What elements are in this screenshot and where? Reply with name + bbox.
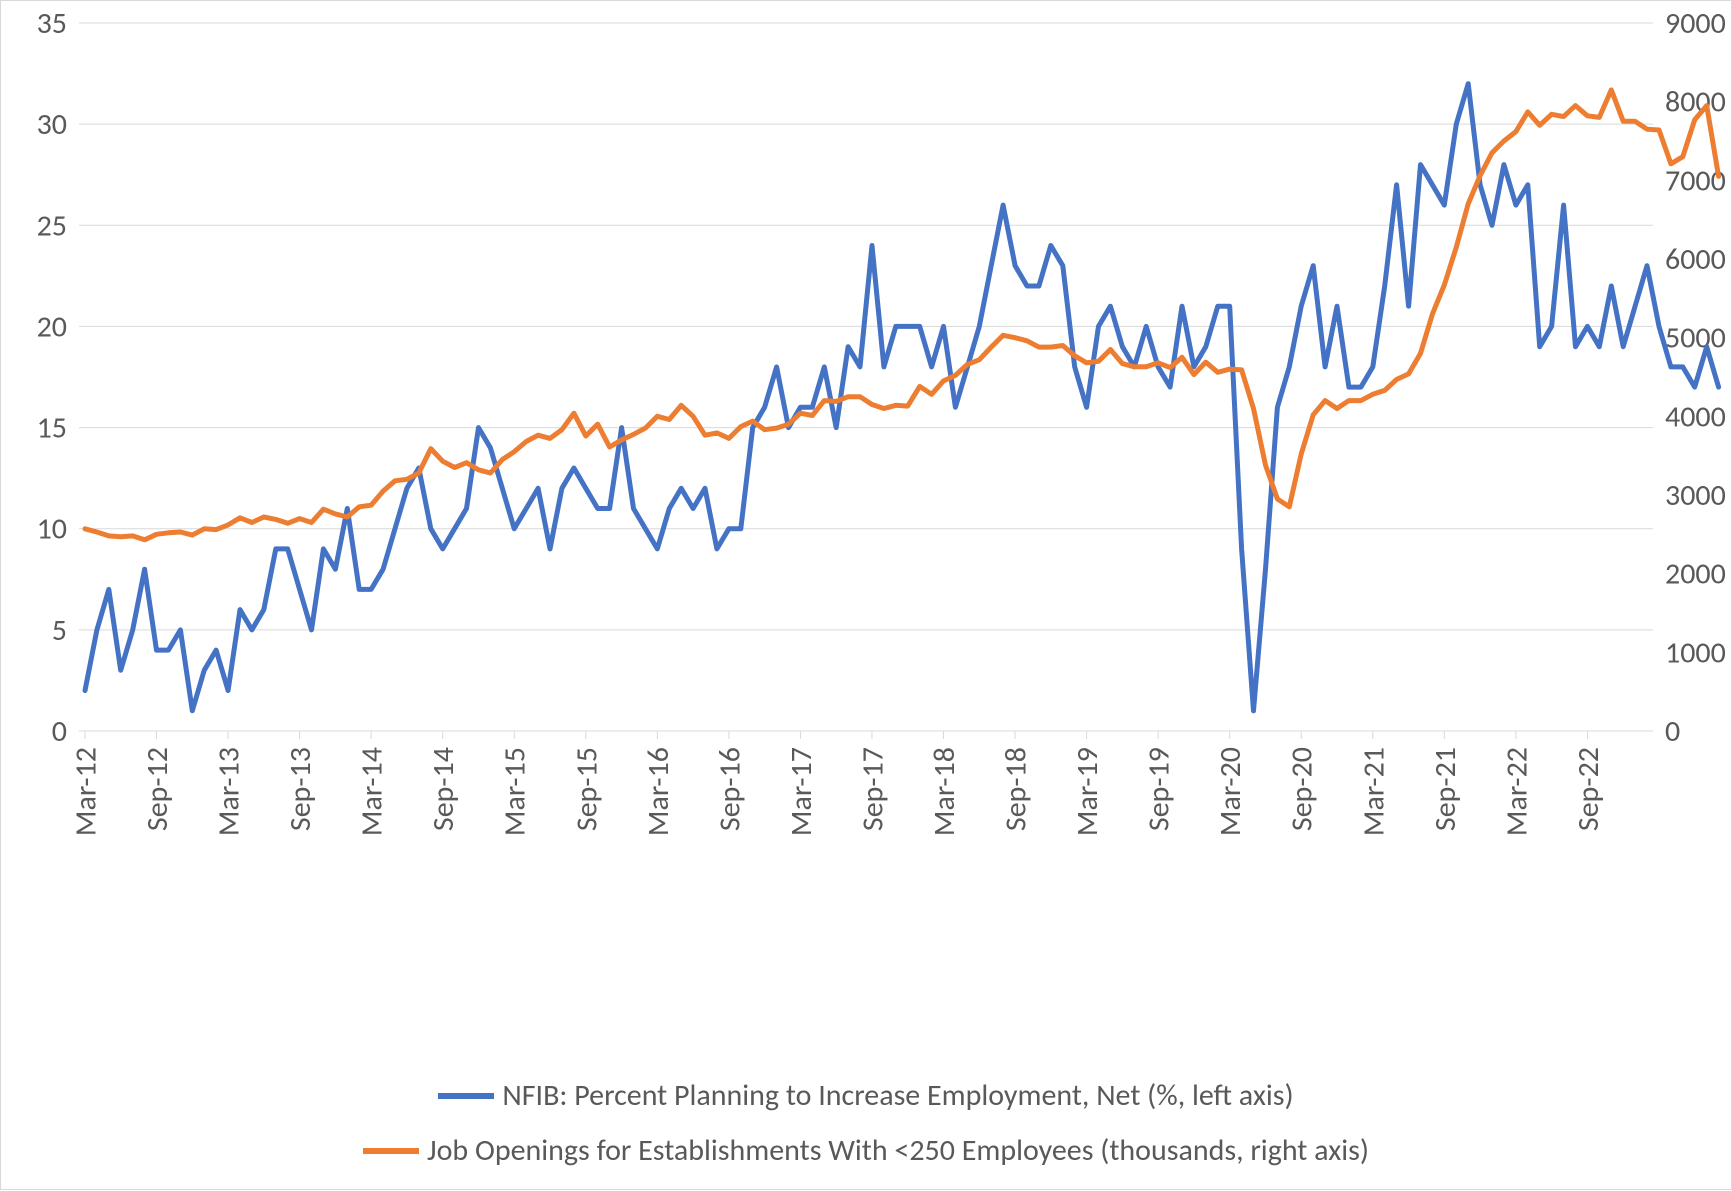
svg-text:Sep-18: Sep-18 xyxy=(998,747,1035,831)
svg-text:Mar-18: Mar-18 xyxy=(926,747,963,836)
svg-text:Sep-13: Sep-13 xyxy=(282,747,319,831)
svg-text:Sep-16: Sep-16 xyxy=(711,747,748,831)
legend-label-2: Job Openings for Establishments With <25… xyxy=(427,1132,1369,1169)
svg-text:Sep-20: Sep-20 xyxy=(1284,747,1321,831)
legend-label-1: NFIB: Percent Planning to Increase Emplo… xyxy=(502,1077,1293,1114)
legend-item-1: NFIB: Percent Planning to Increase Emplo… xyxy=(438,1077,1293,1114)
svg-text:Mar-22: Mar-22 xyxy=(1498,747,1535,836)
legend-swatch-1 xyxy=(438,1093,494,1099)
svg-text:Sep-22: Sep-22 xyxy=(1570,747,1607,831)
svg-text:Mar-19: Mar-19 xyxy=(1069,747,1106,836)
legend-swatch-2 xyxy=(363,1148,419,1154)
chart-container: 0510152025303501000200030004000500060007… xyxy=(0,0,1732,1190)
svg-text:Mar-16: Mar-16 xyxy=(640,747,677,836)
svg-text:30: 30 xyxy=(37,106,67,143)
svg-text:Sep-14: Sep-14 xyxy=(425,747,462,831)
svg-text:Mar-15: Mar-15 xyxy=(497,747,534,836)
svg-text:Sep-19: Sep-19 xyxy=(1141,747,1178,831)
svg-text:Mar-12: Mar-12 xyxy=(67,747,104,836)
svg-text:15: 15 xyxy=(37,410,67,447)
svg-text:20: 20 xyxy=(37,308,67,345)
svg-text:35: 35 xyxy=(37,5,67,42)
svg-text:Mar-21: Mar-21 xyxy=(1355,747,1392,836)
svg-text:Sep-15: Sep-15 xyxy=(568,747,605,831)
svg-text:Sep-17: Sep-17 xyxy=(854,747,891,831)
svg-text:10: 10 xyxy=(37,511,67,548)
dual-axis-line-chart: 0510152025303501000200030004000500060007… xyxy=(1,1,1732,1191)
svg-text:1000: 1000 xyxy=(1665,634,1726,671)
svg-text:4000: 4000 xyxy=(1665,398,1726,435)
svg-text:2000: 2000 xyxy=(1665,556,1726,593)
svg-text:Mar-14: Mar-14 xyxy=(354,747,391,836)
svg-text:Mar-17: Mar-17 xyxy=(783,747,820,836)
svg-text:0: 0 xyxy=(52,713,67,750)
svg-text:0: 0 xyxy=(1665,713,1680,750)
svg-text:Sep-21: Sep-21 xyxy=(1427,747,1464,831)
svg-text:5: 5 xyxy=(52,612,67,649)
svg-text:9000: 9000 xyxy=(1665,5,1726,42)
svg-text:3000: 3000 xyxy=(1665,477,1726,514)
svg-text:25: 25 xyxy=(37,207,67,244)
svg-text:6000: 6000 xyxy=(1665,241,1726,278)
svg-text:Mar-20: Mar-20 xyxy=(1212,747,1249,836)
legend: NFIB: Percent Planning to Increase Emplo… xyxy=(1,1077,1731,1169)
legend-item-2: Job Openings for Establishments With <25… xyxy=(363,1132,1369,1169)
svg-text:Sep-12: Sep-12 xyxy=(139,747,176,831)
svg-text:Mar-13: Mar-13 xyxy=(211,747,248,836)
svg-text:5000: 5000 xyxy=(1665,320,1726,357)
